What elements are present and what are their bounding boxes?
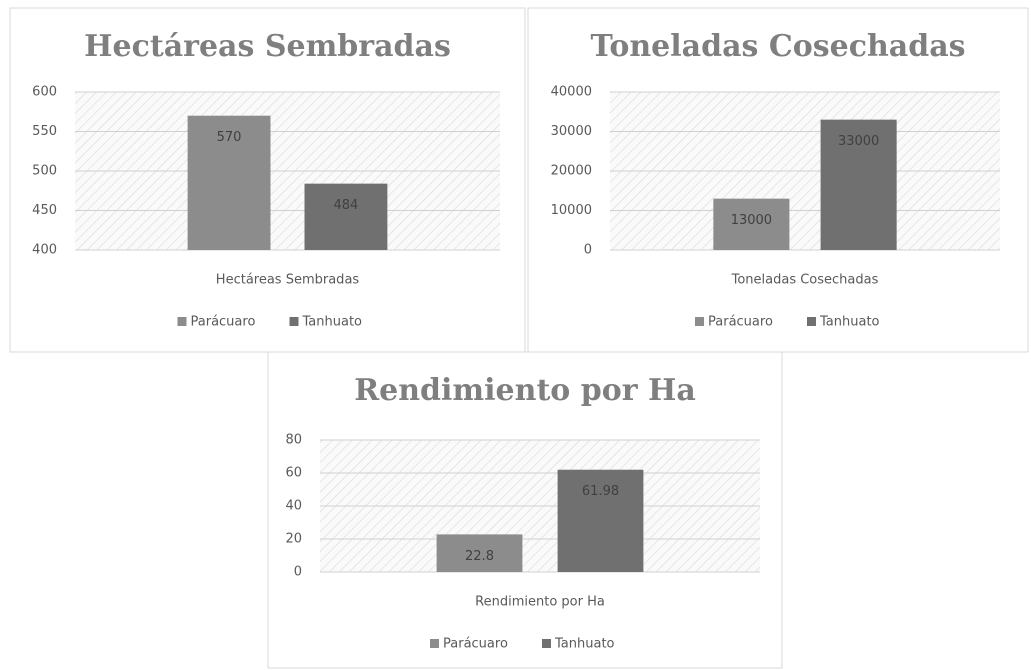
y-tick-label: 0 (584, 243, 592, 258)
y-tick-label: 10000 (551, 203, 592, 218)
bar (436, 534, 523, 572)
y-tick-label: 20 (285, 532, 302, 547)
y-tick-label: 60 (285, 466, 302, 481)
data-label: 484 (334, 198, 359, 213)
y-tick-label: 20000 (551, 164, 592, 179)
legend-label: Tanhuato (554, 637, 615, 652)
y-tick-label: 400 (32, 243, 57, 258)
y-tick-label: 80 (285, 433, 302, 448)
y-tick-label: 600 (32, 85, 57, 100)
chart-title: Toneladas Cosechadas (590, 29, 965, 64)
y-tick-label: 450 (32, 203, 57, 218)
y-tick-label: 40 (285, 499, 302, 514)
bar (557, 469, 644, 572)
bar (713, 198, 790, 250)
y-tick-label: 40000 (551, 85, 592, 100)
data-label: 13000 (731, 213, 772, 228)
chart-title: Hectáreas Sembradas (84, 29, 451, 64)
x-tick-label: Hectáreas Sembradas (216, 273, 360, 288)
legend-swatch (430, 639, 439, 648)
legend-label: Tanhuato (302, 315, 363, 330)
legend-swatch (289, 317, 299, 326)
bar (820, 119, 897, 251)
y-tick-label: 550 (32, 124, 57, 139)
data-label: 570 (217, 130, 242, 145)
bar (187, 115, 271, 250)
legend-label: Parácuaro (708, 315, 773, 330)
data-label: 33000 (838, 134, 879, 149)
chart-title: Rendimiento por Ha (354, 373, 696, 408)
y-tick-label: 500 (32, 164, 57, 179)
legend-label: Parácuaro (191, 315, 256, 330)
bar (304, 183, 388, 250)
legend-label: Tanhuato (819, 315, 880, 330)
legend-label: Parácuaro (443, 637, 508, 652)
data-label: 61.98 (582, 484, 619, 499)
legend-swatch (177, 317, 187, 326)
data-label: 22.8 (465, 549, 494, 564)
legend-swatch (695, 317, 704, 326)
x-tick-label: Rendimiento por Ha (475, 595, 605, 610)
y-tick-label: 0 (294, 565, 302, 580)
legend-swatch (807, 317, 816, 326)
legend-swatch (542, 639, 551, 648)
y-tick-label: 30000 (551, 124, 592, 139)
x-tick-label: Toneladas Cosechadas (731, 273, 879, 288)
